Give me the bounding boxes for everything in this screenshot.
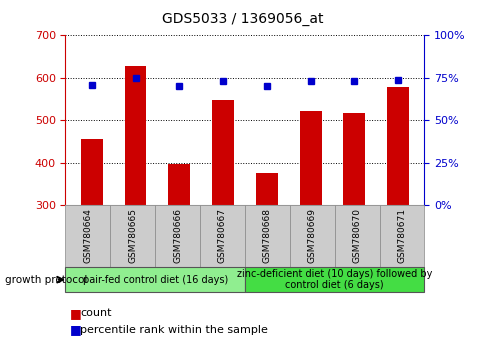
Text: count: count [80, 308, 111, 318]
Bar [299, 110, 321, 205]
Bar [386, 87, 408, 205]
Text: growth protocol: growth protocol [5, 275, 87, 285]
Text: GSM780669: GSM780669 [307, 209, 316, 263]
Text: ■: ■ [70, 324, 82, 336]
Text: GSM780664: GSM780664 [83, 209, 92, 263]
Text: GSM780667: GSM780667 [217, 209, 227, 263]
Bar [124, 67, 146, 205]
Bar [110, 205, 155, 267]
Bar [65, 205, 110, 267]
Text: GSM780666: GSM780666 [173, 209, 182, 263]
Bar [244, 267, 424, 292]
Bar [168, 164, 190, 205]
Text: GDS5033 / 1369056_at: GDS5033 / 1369056_at [162, 12, 322, 27]
Bar [244, 205, 289, 267]
Text: GSM780670: GSM780670 [352, 209, 361, 263]
Text: zinc-deficient diet (10 days) followed by
control diet (6 days): zinc-deficient diet (10 days) followed b… [237, 269, 431, 291]
Bar [289, 205, 334, 267]
Bar [334, 205, 378, 267]
Bar [155, 205, 200, 267]
Bar [343, 113, 364, 205]
Bar [199, 205, 244, 267]
Text: pair-fed control diet (16 days): pair-fed control diet (16 days) [82, 275, 227, 285]
Text: GSM780668: GSM780668 [262, 209, 272, 263]
Text: ■: ■ [70, 307, 82, 320]
Bar [378, 205, 424, 267]
Text: GSM780665: GSM780665 [128, 209, 137, 263]
Bar [65, 267, 244, 292]
Text: GSM780671: GSM780671 [396, 209, 406, 263]
Bar [212, 101, 233, 205]
Text: percentile rank within the sample: percentile rank within the sample [80, 325, 267, 335]
Bar [81, 139, 103, 205]
Bar [256, 173, 277, 205]
